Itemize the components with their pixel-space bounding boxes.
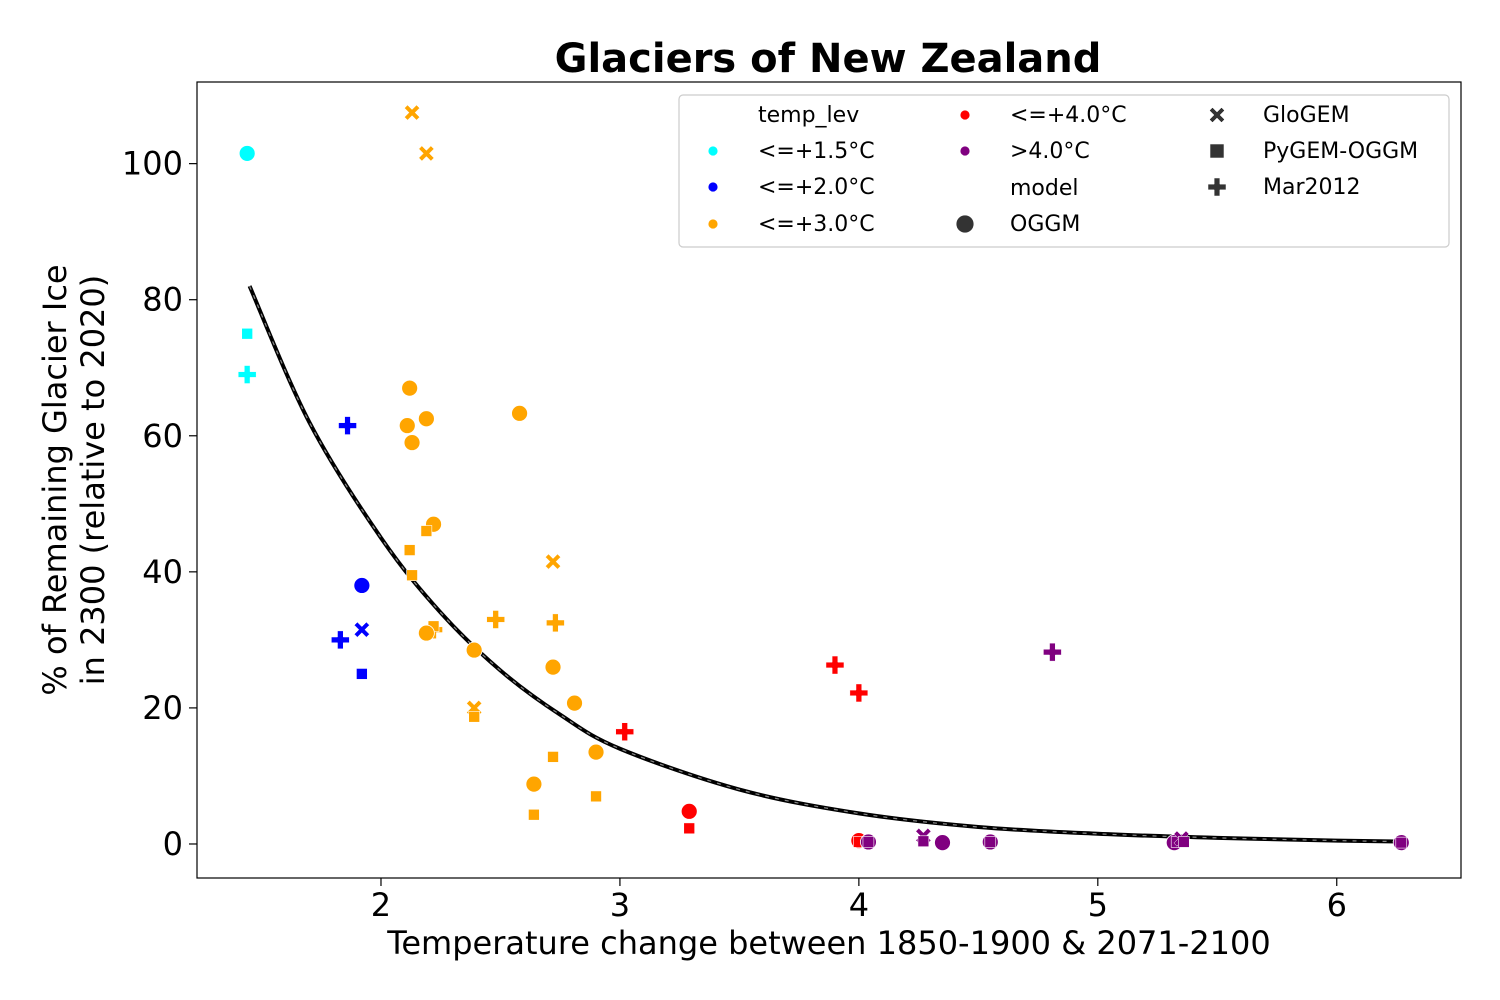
data-point-pygem-oggm-4-0-c	[862, 836, 875, 848]
data-point-oggm-3-0-c	[417, 410, 435, 428]
data-point-pygem-oggm-1-5-c	[241, 327, 253, 340]
data-point-glogem-3-0-c	[418, 145, 435, 162]
data-point-mar2012-4-0-c	[849, 683, 869, 703]
data-point-mar2012-4-0-c	[825, 655, 845, 675]
data-point-mar2012-2-0-c	[331, 630, 350, 650]
x-tick-label: 5	[1088, 886, 1108, 924]
data-point-oggm-3-0-c	[587, 743, 605, 761]
legend-marker-1-5-c	[707, 145, 719, 157]
data-point-pygem-oggm-4-0-c	[1178, 836, 1190, 848]
legend-label-2-0-c: <=+2.0°C	[758, 175, 875, 200]
points-layer	[237, 104, 1410, 852]
data-point-oggm-1-5-c	[238, 145, 256, 162]
legend-entries: <=+1.5°C <=+2.0°C <=+3.0°C <=+4.0°C >4.0°C OG…	[707, 103, 1418, 237]
data-point-glogem-3-0-c	[545, 553, 561, 570]
legend-label-pygem-oggm: PyGEM-OGGM	[1263, 139, 1418, 164]
data-point-mar2012-4-0-c	[615, 722, 634, 741]
data-point-pygem-oggm-3-0-c	[420, 525, 433, 537]
legend-marker-mar2012	[1207, 177, 1227, 197]
legend-marker-oggm	[955, 214, 975, 234]
data-point-glogem-3-0-c	[404, 104, 420, 121]
x-tick-label: 3	[610, 886, 630, 924]
data-point-oggm-3-0-c	[465, 641, 483, 659]
data-point-mar2012-3-0-c	[546, 613, 565, 633]
y-tick-label: 40	[142, 553, 183, 591]
legend-label-3-0-c: <=+3.0°C	[758, 212, 875, 237]
legend-box	[678, 94, 1450, 248]
data-point-oggm-3-0-c	[398, 417, 416, 434]
x-tick-label: 2	[371, 886, 391, 924]
legend: temp_lev model <=+1.5°C<=+2.0°C<=+3.0°C<…	[678, 94, 1450, 248]
y-axis: 0 20 40 60 80 100	[122, 145, 197, 863]
data-point-pygem-oggm-4-0-c	[917, 835, 930, 848]
data-point-mar2012-2-0-c	[338, 416, 357, 435]
data-point-oggm-3-0-c	[511, 404, 528, 422]
legend-label-1-5-c: <=+1.5°C	[758, 139, 875, 164]
y-tick-label: 60	[142, 417, 183, 455]
legend-style-title: model	[1010, 176, 1079, 201]
data-point-pygem-oggm-3-0-c	[468, 710, 480, 723]
y-axis-label-line-2: in 2300 (relative to 2020)	[74, 275, 112, 686]
legend-marker-4-0-c	[959, 109, 971, 121]
x-tick-label: 4	[849, 886, 869, 924]
y-axis-label-line-1: % of Remaining Glacier Ice	[36, 264, 74, 695]
chart-title: Glaciers of New Zealand	[555, 36, 1102, 82]
data-point-oggm-3-0-c	[401, 379, 419, 397]
data-point-oggm-2-0-c	[353, 577, 371, 594]
data-point-oggm-3-0-c	[525, 775, 543, 793]
y-tick-label: 20	[142, 689, 183, 727]
legend-label-glogem: GloGEM	[1263, 103, 1350, 128]
x-axis-label: Temperature change between 1850-1900 & 2…	[386, 924, 1271, 962]
y-axis-label: % of Remaining Glacier Ice in 2300 (rela…	[36, 264, 112, 695]
plot-frame	[196, 81, 1462, 879]
legend-marker-2-0-c	[707, 181, 719, 193]
legend-label-4-0-c: <=+4.0°C	[1010, 103, 1127, 128]
data-point-oggm-3-0-c	[403, 434, 421, 451]
x-tick-label: 6	[1327, 886, 1347, 924]
data-point-oggm-4-0-c	[934, 834, 951, 852]
legend-label-4-0-c: >4.0°C	[1010, 139, 1090, 164]
data-point-pygem-oggm-3-0-c	[528, 808, 540, 821]
y-tick-label: 100	[122, 145, 183, 183]
data-point-glogem-2-0-c	[353, 621, 370, 638]
data-point-pygem-oggm-4-0-c	[984, 836, 997, 848]
legend-hue-title: temp_lev	[758, 103, 859, 128]
data-point-pygem-oggm-3-0-c	[590, 790, 602, 803]
x-axis: 2 3 4 5 6	[371, 878, 1347, 924]
data-point-pygem-oggm-4-0-c	[683, 822, 695, 835]
data-point-pygem-oggm-4-0-c	[1395, 836, 1408, 849]
data-point-mar2012-3-0-c	[486, 610, 505, 629]
data-point-pygem-oggm-3-0-c	[406, 569, 418, 582]
fit-curve-highlight	[249, 285, 1402, 843]
legend-marker-pygem-oggm	[1209, 143, 1225, 159]
data-point-oggm-3-0-c	[417, 624, 435, 642]
y-tick-label: 0	[163, 825, 183, 863]
y-tick-label: 80	[142, 281, 183, 319]
legend-marker-3-0-c	[707, 218, 719, 230]
legend-marker-4-0-c	[959, 145, 971, 157]
data-point-mar2012-4-0-c	[1043, 642, 1062, 662]
data-point-mar2012-1-5-c	[237, 365, 257, 384]
data-point-pygem-oggm-3-0-c	[403, 544, 416, 556]
legend-marker-glogem	[1209, 107, 1225, 123]
data-point-pygem-oggm-2-0-c	[356, 668, 368, 680]
data-point-pygem-oggm-3-0-c	[547, 751, 559, 763]
data-point-oggm-3-0-c	[544, 658, 562, 676]
data-point-oggm-3-0-c	[566, 694, 583, 712]
legend-label-mar2012: Mar2012	[1263, 175, 1361, 200]
data-point-oggm-4-0-c	[680, 802, 698, 820]
legend-label-oggm: OGGM	[1010, 212, 1080, 237]
